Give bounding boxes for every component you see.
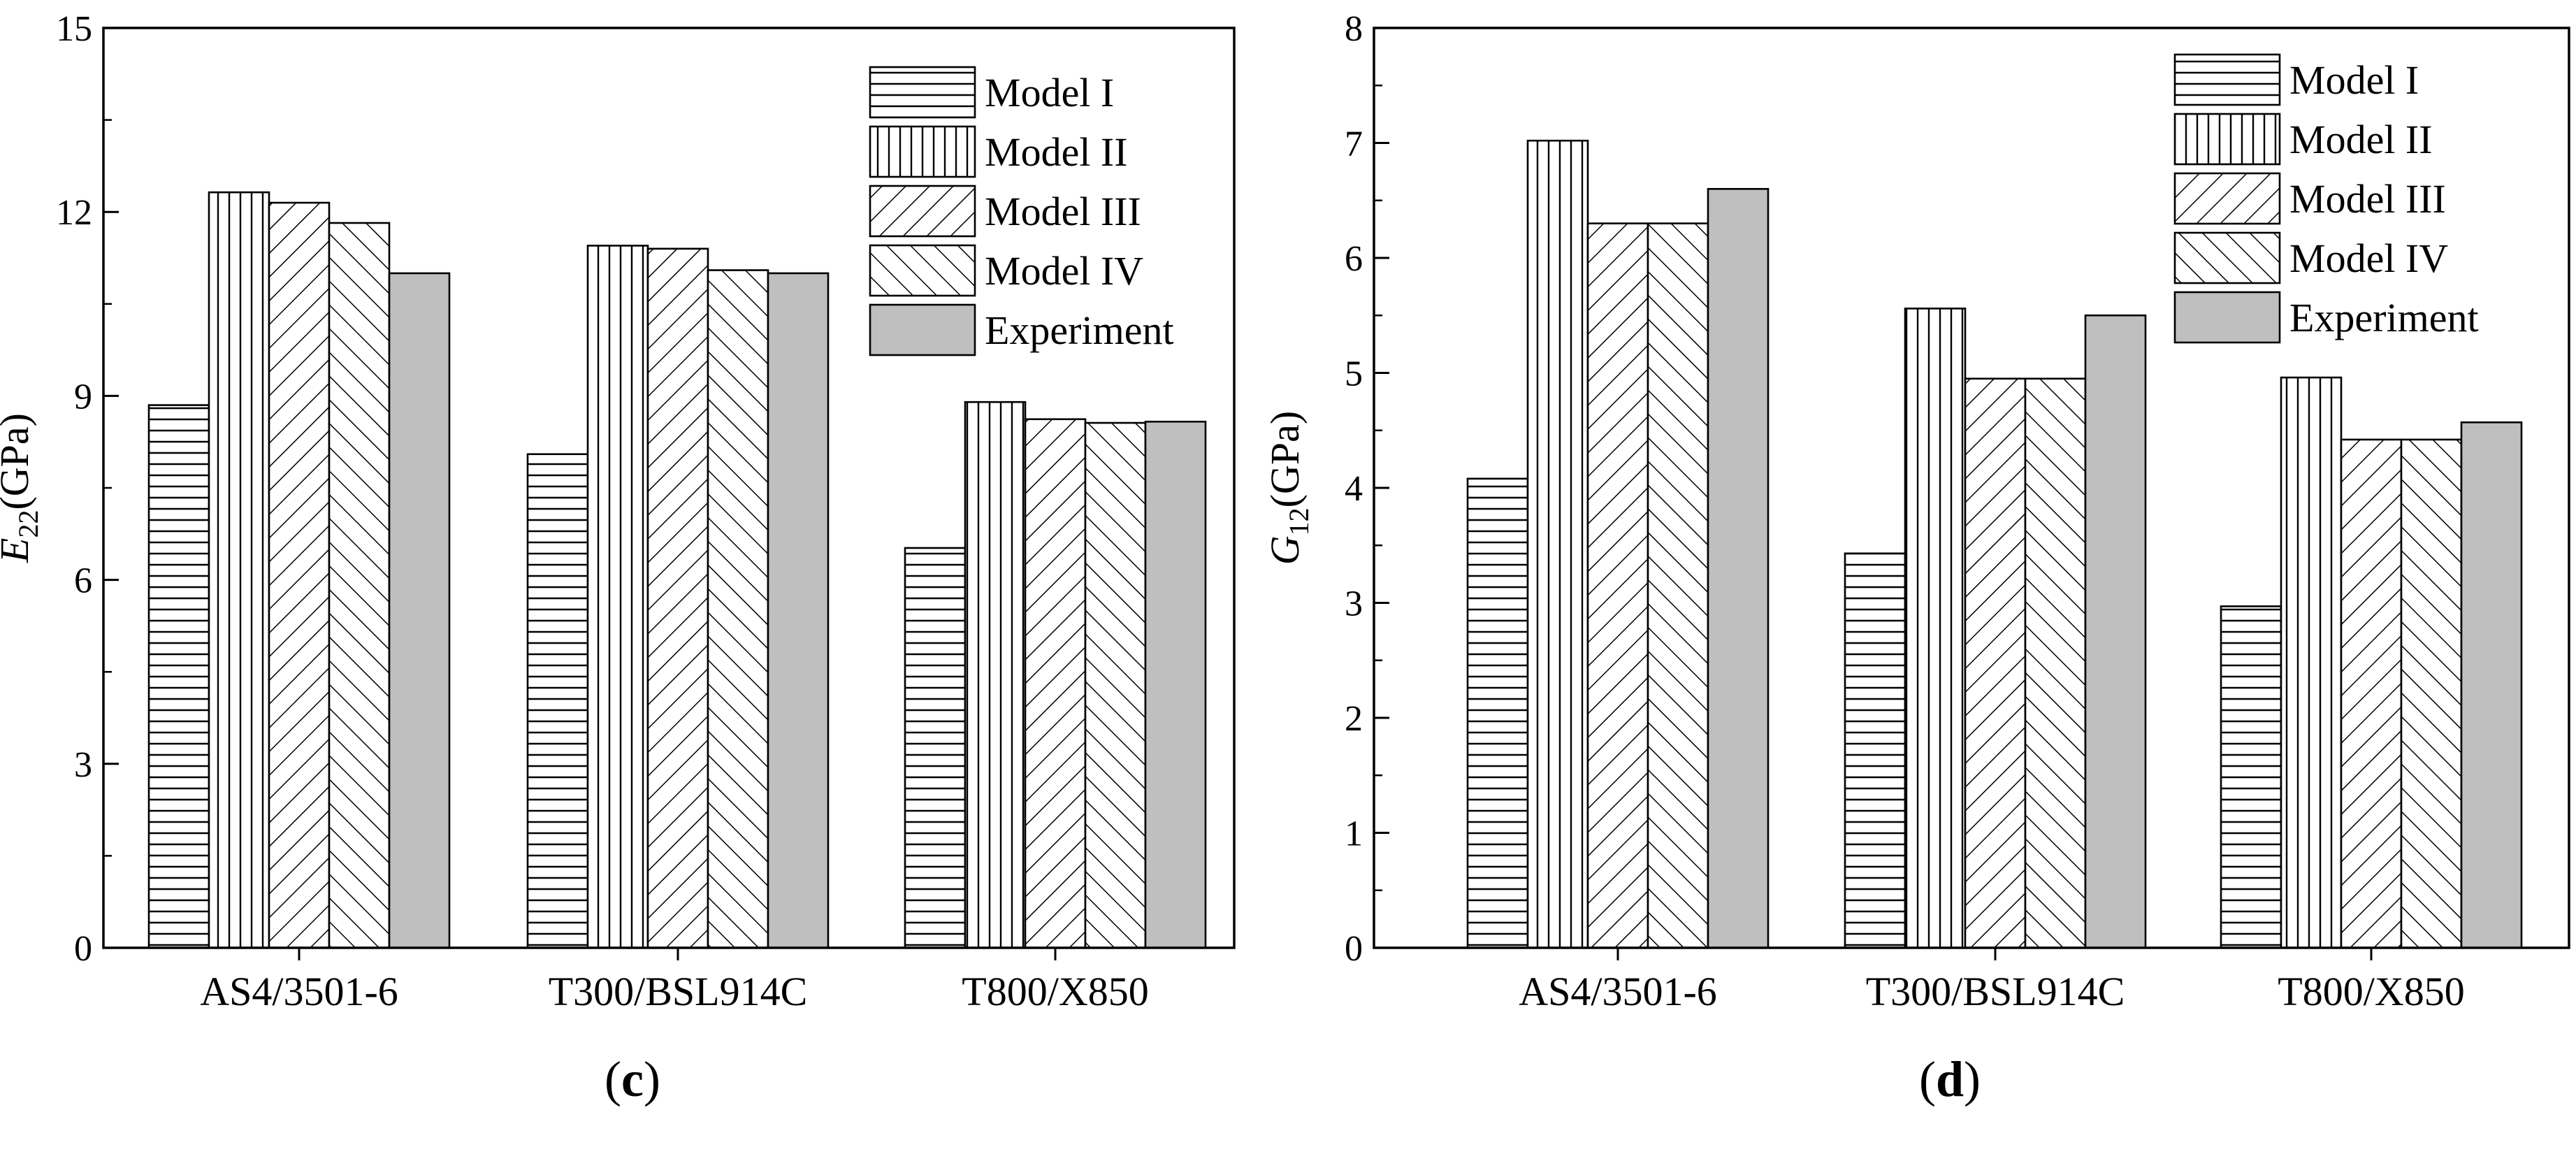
chart-c-bar-model-ii-t800-x850 <box>964 401 1027 949</box>
chart-d-y-tick-label: 1 <box>1345 814 1363 854</box>
chart-panel-d: AS4/3501-6 T300/BSL914C T800/X850012345678… <box>1262 9 2570 1014</box>
chart-d-legend-swatch-model-iii <box>2173 172 2281 225</box>
chart-d-bar-model-iii-t800-x850 <box>2340 438 2403 949</box>
chart-c-bar-model-i-t800-x850 <box>904 547 967 949</box>
chart-c-legend-swatch-model-iv <box>869 244 976 297</box>
chart-c-y-tick-label: 6 <box>74 561 92 601</box>
chart-d-y-tick-label: 0 <box>1345 929 1363 969</box>
chart-c-bar-model-i-t300-bsl914c <box>526 453 589 949</box>
chart-d-bar-model-iii-t300-bsl914c <box>1964 377 2027 949</box>
chart-c-y-tick-label: 9 <box>74 377 92 417</box>
chart-d-bar-model-i-t300-bsl914c <box>1844 552 1906 949</box>
chart-c-bar-model-i-as4-3501-6 <box>147 404 210 949</box>
chart-c-bar-model-iii-t300-bsl914c <box>646 247 709 949</box>
chart-c-y-axis-symbol: E <box>0 538 37 563</box>
chart-d-bar-model-ii-t300-bsl914c <box>1904 308 1967 949</box>
chart-d-bar-model-ii-t800-x850 <box>2280 376 2343 949</box>
chart-c-y-tick-label: 15 <box>56 9 92 49</box>
chart-d-bar-experiment-t800-x850 <box>2460 421 2523 949</box>
chart-c-y-tick-label: 0 <box>74 929 92 969</box>
chart-d-y-tick-label: 2 <box>1345 699 1363 739</box>
chart-c-bar-model-iv-t300-bsl914c <box>707 269 769 949</box>
chart-d-y-axis-unit: (GPa) <box>1262 411 1308 508</box>
chart-d-legend-label-model-ii: Model II <box>2289 117 2433 162</box>
chart-d-x-tick-label: T800/X850 <box>2278 969 2464 1014</box>
chart-c-bar-model-ii-as4-3501-6 <box>208 191 270 949</box>
chart-c-bar-model-iii-as4-3501-6 <box>268 201 331 949</box>
chart-c-legend-swatch-model-iii <box>869 185 976 238</box>
chart-c-x-tick-label: T800/X850 <box>962 969 1148 1014</box>
chart-d-y-tick-label: 7 <box>1345 124 1363 164</box>
chart-d-bar-model-i-t800-x850 <box>2220 605 2282 949</box>
chart-d-bar-model-ii-as4-3501-6 <box>1526 139 1589 949</box>
chart-c-bar-experiment-t300-bsl914c <box>767 272 830 949</box>
chart-c-y-tick-label: 12 <box>56 193 92 233</box>
chart-c-y-axis-title: E22(GPa) <box>0 413 44 563</box>
chart-d-legend-label-model-iii: Model III <box>2289 176 2446 222</box>
chart-c-legend-label-model-iv: Model IV <box>985 248 1143 294</box>
chart-d-x-tick-label: AS4/3501-6 <box>1519 969 1717 1014</box>
chart-d-y-tick-label: 3 <box>1345 584 1363 624</box>
chart-d-bar-model-iv-t800-x850 <box>2400 438 2463 949</box>
chart-c-bar-experiment-t800-x850 <box>1144 420 1207 949</box>
chart-c-legend-swatch-model-ii <box>869 125 976 178</box>
chart-c-bar-model-ii-t300-bsl914c <box>586 245 649 949</box>
chart-d-bar-model-iv-t300-bsl914c <box>2024 377 2087 949</box>
chart-d-x-tick-label: T300/BSL914C <box>1866 969 2125 1014</box>
chart-c-legend-swatch-experiment <box>869 303 976 356</box>
chart-d-y-axis-title: G12(GPa) <box>1262 411 1315 565</box>
chart-panel-c: AS4/3501-6 T300/BSL914C T800/X850 0 3 6 9 12 15 E… <box>0 9 1236 1014</box>
chart-d-y-axis-symbol: G <box>1262 535 1308 565</box>
chart-d-legend-swatch-model-iv <box>2173 231 2281 284</box>
chart-d-legend-swatch-experiment <box>2173 291 2281 344</box>
panel-label-c: (c) <box>605 1051 660 1107</box>
chart-d-y-tick-label: 6 <box>1345 239 1363 279</box>
chart-d-bar-model-iv-as4-3501-6 <box>1647 222 1709 949</box>
chart-c-x-tick-label: T300/BSL914C <box>549 969 808 1014</box>
chart-c-y-tick-label: 3 <box>74 745 92 785</box>
chart-d-y-tick-label: 5 <box>1345 354 1363 394</box>
chart-d-y-axis-subscript: 12 <box>1283 507 1315 535</box>
chart-c-legend-label-model-ii: Model II <box>985 129 1128 175</box>
chart-d-bar-experiment-t300-bsl914c <box>2084 314 2147 949</box>
chart-d-legend-label-model-i: Model I <box>2289 57 2419 103</box>
chart-d-bar-experiment-as4-3501-6 <box>1707 187 1770 949</box>
chart-d-legend-label-model-iv: Model IV <box>2289 236 2448 281</box>
chart-c-x-tick-label: AS4/3501-6 <box>200 969 398 1014</box>
chart-d-bar-model-i-as4-3501-6 <box>1466 477 1529 949</box>
chart-c-legend-label-model-i: Model I <box>985 70 1114 115</box>
chart-c-bar-model-iii-t800-x850 <box>1024 418 1087 949</box>
chart-c-legend-label-experiment: Experiment <box>985 308 1174 353</box>
chart-c-legend-swatch-model-i <box>869 66 976 119</box>
chart-c-y-axis-unit: (GPa) <box>0 413 37 510</box>
chart-c-bar-experiment-as4-3501-6 <box>388 272 451 949</box>
chart-d-legend-label-experiment: Experiment <box>2289 295 2479 340</box>
panel-label-d: (d) <box>1919 1051 1981 1107</box>
chart-c-bar-model-iv-as4-3501-6 <box>328 222 391 949</box>
chart-d-legend-swatch-model-i <box>2173 53 2281 106</box>
chart-d-y-tick-label: 8 <box>1345 9 1363 49</box>
chart-c-bar-model-iv-t800-x850 <box>1084 421 1147 949</box>
chart-d-y-tick-label: 4 <box>1345 469 1363 509</box>
chart-d-legend-swatch-model-ii <box>2173 113 2281 166</box>
chart-d-bar-model-iii-as4-3501-6 <box>1586 222 1649 949</box>
chart-c-y-axis-subscript: 22 <box>13 510 44 538</box>
chart-c-legend-label-model-iii: Model III <box>985 189 1141 234</box>
